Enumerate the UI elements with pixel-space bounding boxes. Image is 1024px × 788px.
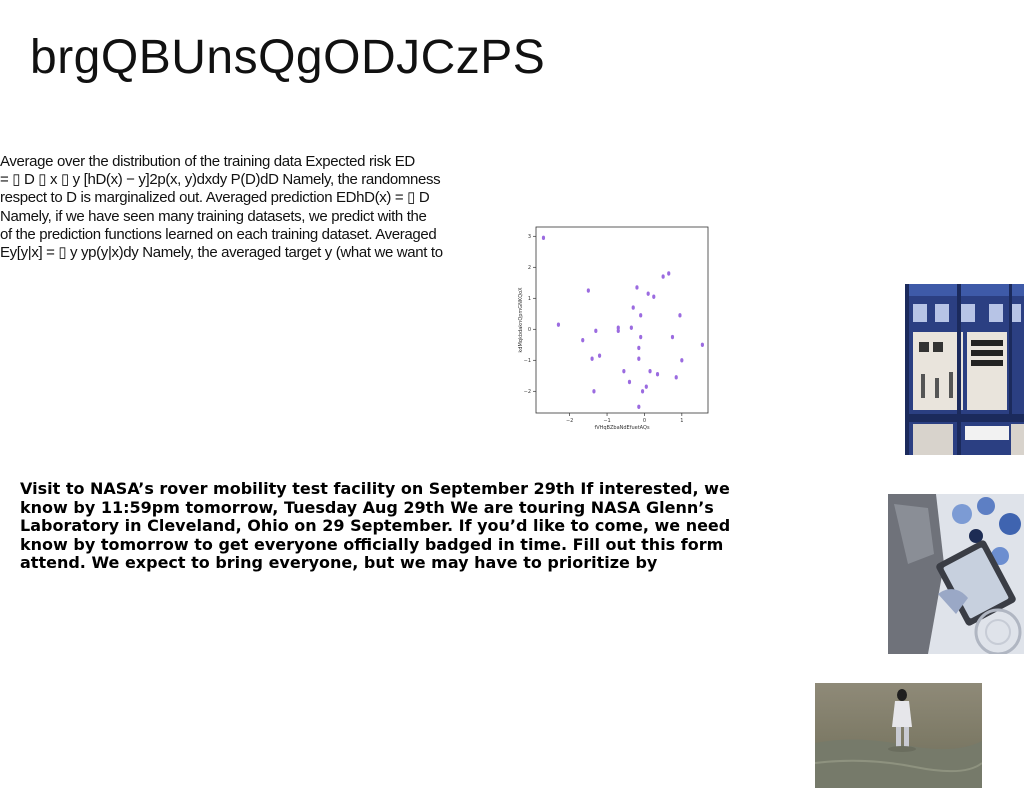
scatter-point	[635, 285, 639, 290]
scatter-point	[616, 328, 620, 334]
plot-frame	[535, 226, 709, 414]
scatter-point	[670, 334, 675, 340]
scatter-point	[637, 404, 641, 409]
scatter-point	[644, 384, 648, 389]
scatter-point	[622, 368, 626, 374]
scatter-point	[655, 372, 660, 377]
announcement-line: know by tomorrow to get everyone officia…	[20, 534, 724, 554]
scatter-point	[648, 368, 652, 374]
scatter-point	[586, 288, 590, 293]
scatter-point	[640, 389, 645, 394]
y-tick-label: 1	[528, 296, 531, 302]
risk-line: respect to D is marginalized out. Averag…	[0, 189, 430, 207]
scatter-point	[581, 337, 585, 343]
tablet-photo	[888, 494, 1024, 654]
scatter-point	[627, 379, 632, 385]
x-tick-label: −1	[603, 418, 610, 424]
scatter-point	[637, 345, 641, 351]
risk-line: Average over the distribution of the tra…	[0, 153, 415, 170]
y-tick-label: −2	[524, 389, 531, 395]
scatter-point	[700, 342, 704, 347]
announcement-line: know by 11:59pm tomorrow, Tuesday Aug 29…	[20, 497, 714, 517]
scatter-point	[661, 274, 665, 279]
risk-line: = ▯ D ▯ x ▯ y [hD(x) − y]2p(x, y)dxdy P(…	[0, 171, 441, 189]
building-photo	[905, 284, 1024, 455]
x-tick-label: 0	[643, 418, 646, 424]
scatter-point	[680, 358, 684, 363]
scatter-point	[592, 389, 596, 394]
announcement-line: Visit to NASA’s rover mobility test faci…	[20, 479, 730, 498]
scatter-point	[652, 294, 656, 299]
x-tick-label: −2	[566, 418, 573, 424]
risk-line: Ey[y|x] = ▯ y yp(y|x)dy Namely, the aver…	[0, 244, 443, 262]
risk-paragraph: Average over the distribution of the tra…	[0, 153, 500, 262]
scatter-point	[594, 328, 598, 334]
scatter-point	[541, 235, 546, 241]
y-tick-label: 3	[528, 234, 531, 240]
x-axis-label: fVHqBZbaNdEfuetAQs	[594, 425, 650, 431]
scatter-point	[674, 375, 678, 380]
scatter-point	[639, 313, 643, 318]
nasa-announcement: Visit to NASA’s rover mobility test faci…	[20, 479, 740, 573]
y-axis-label: kdMqkbdaknQpmGNKQoX	[518, 287, 524, 353]
risk-line: of the prediction functions learned on e…	[0, 225, 437, 243]
announcement-line: attend. We expect to bring everyone, but…	[20, 553, 658, 572]
y-tick-label: 2	[528, 265, 531, 271]
scatter-point	[616, 325, 620, 330]
y-tick-label: −1	[524, 358, 531, 364]
shoreline-photo	[815, 683, 982, 788]
page-title: brgQBUnsQgODJCzPS	[30, 31, 546, 84]
scatter-point	[556, 322, 561, 327]
scatter-point	[637, 356, 641, 361]
scatter-figure: −2 −1 0 1 −2 −1 0 1 2 3 fVHqBZbaNdEfuetAQs kdMqkbda…	[516, 222, 716, 440]
scatter-chart: −2 −1 0 1 −2 −1 0 1 2 3 fVHqBZbaNdEfuetAQs kdMqkbda…	[518, 226, 709, 431]
announcement-line: Laboratory in Cleveland, Ohio on 29 Sept…	[20, 516, 731, 535]
y-tick-label: 0	[528, 327, 531, 333]
risk-line: Namely, if we have seen many training da…	[0, 207, 427, 225]
scatter-point	[678, 313, 682, 318]
scatter-point	[597, 353, 602, 358]
scatter-point	[631, 305, 635, 310]
scatter-point	[646, 291, 650, 296]
scatter-point	[590, 356, 594, 361]
scatter-point	[667, 271, 671, 276]
scatter-point	[629, 325, 633, 330]
x-tick-label: 1	[680, 418, 683, 424]
scatter-point	[639, 334, 643, 340]
